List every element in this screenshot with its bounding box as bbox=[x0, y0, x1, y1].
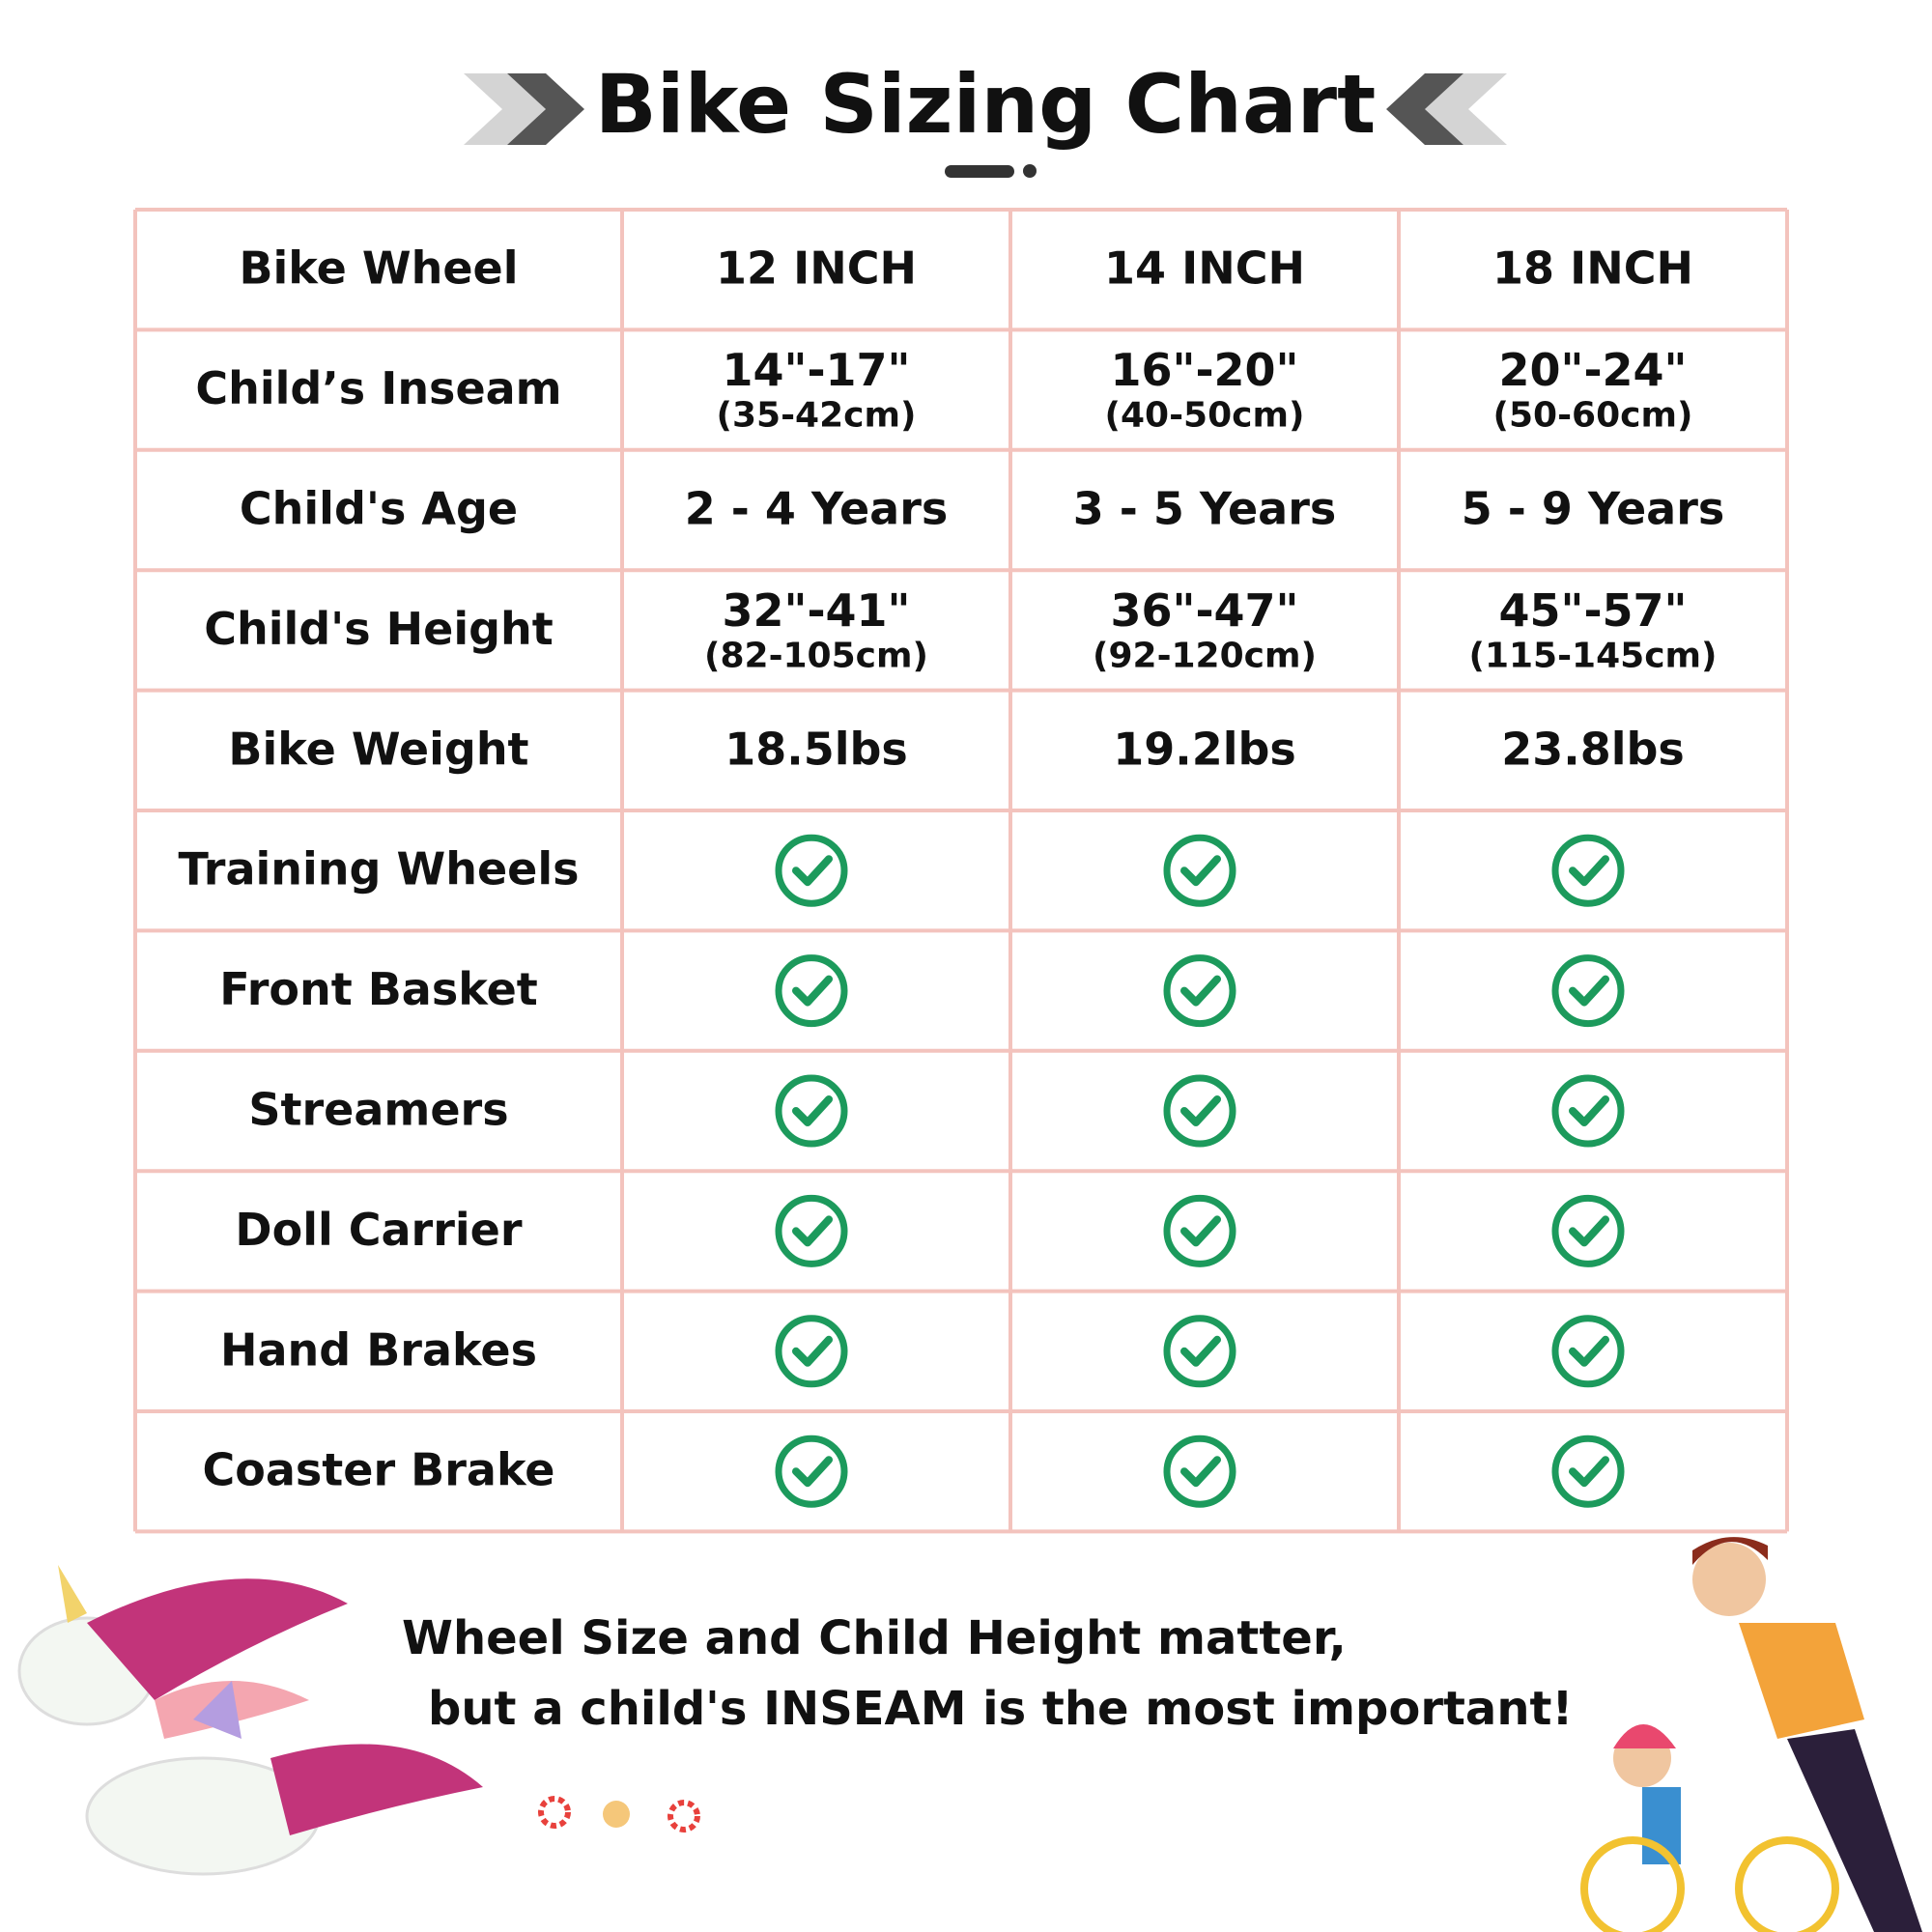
cell-subvalue: (50-60cm) bbox=[1493, 396, 1693, 436]
check-circle bbox=[775, 1435, 848, 1508]
cell-subvalue: (92-120cm) bbox=[1093, 636, 1317, 675]
check-circle bbox=[1551, 1315, 1625, 1388]
check-mark bbox=[1569, 1335, 1609, 1367]
row-label: Child's Height bbox=[204, 603, 554, 655]
check-mark bbox=[1180, 975, 1221, 1007]
check-mark bbox=[792, 975, 833, 1007]
cell-value: 14"-17" bbox=[722, 344, 910, 396]
cell-subvalue: (82-105cm) bbox=[704, 636, 928, 675]
title-decoration bbox=[464, 73, 1507, 178]
row-label: Hand Brakes bbox=[220, 1323, 537, 1376]
check-circle bbox=[1163, 1315, 1236, 1388]
check-mark bbox=[1569, 1456, 1609, 1488]
check-mark bbox=[1569, 975, 1609, 1007]
cell-value: 16"-20" bbox=[1110, 344, 1298, 396]
flowers bbox=[538, 1796, 700, 1833]
row-label: Bike Wheel bbox=[239, 242, 518, 295]
check-mark bbox=[1180, 1335, 1221, 1367]
cell-value: 19.2lbs bbox=[1113, 723, 1296, 775]
check-circle bbox=[775, 1194, 848, 1267]
row-label: Front Basket bbox=[219, 963, 538, 1015]
cell-value: 20"-24" bbox=[1498, 344, 1687, 396]
row-label: Child's Age bbox=[240, 483, 518, 535]
check-mark bbox=[1180, 855, 1221, 887]
cell-value: 18 INCH bbox=[1492, 242, 1693, 295]
cell-value: 3 - 5 Years bbox=[1073, 483, 1337, 535]
parent-child-illustration bbox=[1580, 1537, 1922, 1932]
check-mark bbox=[792, 1335, 833, 1367]
check-circle bbox=[1551, 1194, 1625, 1267]
row-label: Bike Weight bbox=[228, 723, 528, 775]
check-circle bbox=[775, 1315, 848, 1388]
cell-value: 32"-41" bbox=[722, 584, 910, 637]
cell-subvalue: (115-145cm) bbox=[1469, 636, 1718, 675]
check-mark bbox=[1569, 1215, 1609, 1247]
check-mark bbox=[792, 855, 833, 887]
row-label: Doll Carrier bbox=[235, 1204, 522, 1256]
cell-value: 23.8lbs bbox=[1501, 723, 1685, 775]
row-label: Streamers bbox=[248, 1084, 508, 1136]
check-circle bbox=[1163, 954, 1236, 1028]
cell-value: 14 INCH bbox=[1104, 242, 1305, 295]
check-mark bbox=[1180, 1095, 1221, 1126]
footer-line: but a child's INSEAM is the most importa… bbox=[428, 1682, 1573, 1736]
check-circle bbox=[1551, 1435, 1625, 1508]
row-label: Coaster Brake bbox=[202, 1444, 554, 1496]
check-circle bbox=[1551, 954, 1625, 1028]
table: Bike Wheel 12 INCH 14 INCH 18 INCH Child’s I… bbox=[133, 208, 1789, 1534]
check-circle bbox=[775, 834, 848, 907]
row-label: Child’s Inseam bbox=[195, 362, 561, 414]
cell-value: 5 - 9 Years bbox=[1462, 483, 1725, 535]
check-mark bbox=[792, 1215, 833, 1247]
cell-value: 18.5lbs bbox=[724, 723, 908, 775]
check-circle bbox=[1163, 1074, 1236, 1148]
cell-value: 45"-57" bbox=[1498, 584, 1687, 637]
cell-subvalue: (40-50cm) bbox=[1105, 396, 1305, 436]
check-mark bbox=[1569, 855, 1609, 887]
title: Bike Sizing Chart bbox=[595, 57, 1377, 152]
check-mark bbox=[792, 1456, 833, 1488]
cell-value: 36"-47" bbox=[1110, 584, 1298, 637]
cell-value: 2 - 4 Years bbox=[685, 483, 949, 535]
row-label: Training Wheels bbox=[178, 843, 579, 895]
cell-value: 12 INCH bbox=[716, 242, 917, 295]
check-circle bbox=[775, 1074, 848, 1148]
check-circle bbox=[1551, 1074, 1625, 1148]
check-mark bbox=[792, 1095, 833, 1126]
check-mark bbox=[1180, 1456, 1221, 1488]
check-circle bbox=[1551, 834, 1625, 907]
check-circle bbox=[775, 954, 848, 1028]
check-circle bbox=[1163, 834, 1236, 907]
check-circle bbox=[1163, 1194, 1236, 1267]
unicorn-illustration bbox=[17, 1565, 483, 1876]
footer-line: Wheel Size and Child Height matter, bbox=[402, 1611, 1347, 1665]
check-mark bbox=[1180, 1215, 1221, 1247]
check-circle bbox=[1163, 1435, 1236, 1508]
check-mark bbox=[1569, 1095, 1609, 1126]
cell-subvalue: (35-42cm) bbox=[717, 396, 917, 436]
